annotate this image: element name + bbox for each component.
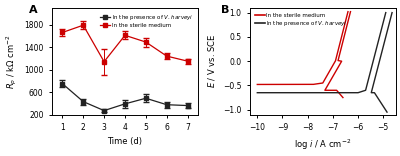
- X-axis label: Time (d): Time (d): [108, 137, 142, 146]
- Legend: In the sterile medium, In the presence of $V$. $harveyi$: In the sterile medium, In the presence o…: [252, 11, 350, 30]
- Legend: In the presence of $V$. $harveyi$, In the sterile medium: In the presence of $V$. $harveyi$, In th…: [98, 11, 195, 30]
- X-axis label: log $i$ / A cm$^{-2}$: log $i$ / A cm$^{-2}$: [294, 137, 351, 152]
- Text: B: B: [220, 5, 229, 15]
- Text: A: A: [28, 5, 37, 15]
- Y-axis label: $E$ / V vs. SCE: $E$ / V vs. SCE: [206, 34, 217, 88]
- Y-axis label: $R_{p}$ / k$\Omega$ cm$^{-2}$: $R_{p}$ / k$\Omega$ cm$^{-2}$: [4, 34, 19, 89]
